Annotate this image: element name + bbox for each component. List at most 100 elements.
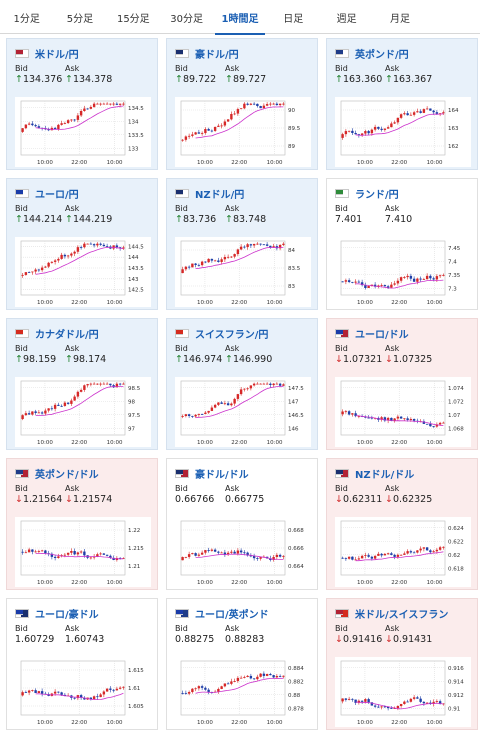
candle-body [246, 675, 249, 677]
currency-card[interactable]: 豪ドル/円 Bid Ask ↑89.722 ↑89.727 90 89.5 89 10:00 22… [166, 38, 318, 170]
candle-body [233, 113, 236, 115]
hourly-candle-chart[interactable]: 0.884 0.882 0.88 0.878 10:00 22:00 10:00 [175, 657, 311, 727]
currency-pair-name[interactable]: 米ドル/スイスフラン [355, 609, 449, 621]
currency-card[interactable]: 英ポンド/円 Bid Ask ↑163.360 ↑163.367 164 163 162 10:… [326, 38, 478, 170]
x-tick-label: 10:00 [427, 720, 443, 726]
currency-card[interactable]: ユーロ/英ポンド Bid Ask 0.88275 0.88283 0.884 0.882 0.… [166, 598, 318, 730]
candle-body [31, 271, 34, 273]
currency-pair-name[interactable]: ユーロ/豪ドル [35, 609, 99, 621]
tab-3[interactable]: 30分足 [170, 13, 204, 25]
candle-body [429, 108, 432, 111]
hourly-candle-chart[interactable]: 164 163 162 10:00 22:00 10:00 [335, 97, 471, 167]
candle-body [377, 553, 380, 556]
currency-pair-name[interactable]: ユーロ/ドル [355, 329, 409, 341]
currency-card[interactable]: 米ドル/スイスフラン Bid Ask ↓0.91416 ↓0.91431 0.916 0.9… [326, 598, 478, 730]
hourly-candle-chart[interactable]: 98.5 98 97.5 97 10:00 22:00 10:00 [15, 377, 151, 447]
currency-card[interactable]: スイスフラン/円 Bid Ask ↑146.974 ↑146.990 147.5 147 14… [166, 318, 318, 450]
bid-price: ↑144.214 [15, 214, 63, 225]
hourly-candle-chart[interactable]: 0.916 0.914 0.912 0.91 10:00 22:00 10:00 [335, 657, 471, 727]
candle-body [425, 423, 429, 425]
currency-card[interactable]: 豪ドル/ドル Bid Ask 0.66766 0.66775 0.668 0.666 0.66… [166, 458, 318, 590]
candle-body [370, 417, 374, 419]
candle-body [47, 262, 50, 267]
bid-label: Bid [15, 204, 28, 213]
currency-pair-name[interactable]: NZドル/円 [195, 189, 245, 201]
candle-body [236, 677, 240, 682]
hourly-candle-chart[interactable]: 144.5 144 143.5 143 142.5 10:00 22:00 10:00 [15, 237, 151, 307]
candle-body [243, 676, 246, 678]
currency-pair-name[interactable]: スイスフラン/円 [195, 329, 269, 341]
bid-price: ↑146.974 [175, 354, 223, 365]
currency-pair-name[interactable]: ユーロ/英ポンド [195, 609, 269, 621]
candle-body [24, 692, 28, 693]
hourly-candle-chart[interactable]: 1.22 1.215 1.21 10:00 22:00 10:00 [15, 517, 151, 587]
hourly-candle-chart[interactable]: 7.45 7.4 7.35 7.3 10:00 22:00 10:00 [335, 237, 471, 307]
hourly-candle-chart[interactable]: 134.5 134 133.5 133 10:00 22:00 10:00 [15, 97, 151, 167]
candle-body [118, 687, 122, 689]
candle-body [122, 686, 125, 688]
currency-card[interactable]: ユーロ/ドル Bid Ask ↓1.07321 ↓1.07325 1.074 1.072 1.… [326, 318, 478, 450]
y-tick-label: 144.5 [128, 244, 144, 250]
ask-price: ↓1.21574 [65, 494, 113, 505]
bid-value: 144.214 [22, 214, 63, 225]
currency-card[interactable]: カナダドル/円 Bid Ask ↑98.159 ↑98.174 98.5 98 97.5 97 1… [6, 318, 158, 450]
currency-card[interactable]: ユーロ/豪ドル Bid Ask 1.60729 1.60743 1.615 1.61 1.60… [6, 598, 158, 730]
bid-price: ↑134.376 [15, 74, 63, 85]
candle-body [403, 553, 406, 555]
candle-body [256, 676, 259, 680]
currency-card[interactable]: NZドル/ドル Bid Ask ↓0.62311 ↓0.62325 0.624 0.622 0… [326, 458, 478, 590]
tab-1[interactable]: 5分足 [66, 13, 94, 25]
candle-body [37, 126, 41, 128]
candle-body [390, 417, 393, 421]
candle-body [200, 413, 204, 415]
currency-pair-name[interactable]: 豪ドル/ドル [195, 469, 249, 481]
y-tick-label: 1.605 [128, 704, 144, 710]
hourly-candle-chart[interactable]: 0.624 0.622 0.62 0.618 10:00 22:00 10:00 [335, 517, 471, 587]
currency-pair-name[interactable]: 豪ドル/円 [195, 49, 239, 61]
currency-grid: 米ドル/円 Bid Ask ↑134.376 ↑134.378 134.5 134 133.5… [0, 34, 480, 736]
currency-card[interactable]: 英ポンド/ドル Bid Ask ↓1.21564 ↓1.21574 1.22 1.215 1.… [6, 458, 158, 590]
hourly-candle-chart[interactable]: 90 89.5 89 10:00 22:00 10:00 [175, 97, 311, 167]
currency-pair-name[interactable]: NZドル/ドル [355, 469, 415, 481]
currency-pair-name[interactable]: カナダドル/円 [35, 329, 99, 341]
tab-7[interactable]: 月足 [389, 13, 410, 25]
hourly-candle-chart[interactable]: 0.668 0.666 0.664 10:00 22:00 10:00 [175, 517, 311, 587]
candle-body [184, 136, 188, 140]
candle-body [233, 254, 236, 257]
y-tick-label: 143 [128, 277, 139, 283]
currency-pair-name[interactable]: ユーロ/円 [35, 189, 79, 201]
candle-body [265, 104, 269, 106]
currency-pair-name[interactable]: ランド/円 [355, 189, 399, 201]
currency-card[interactable]: ランド/円 Bid Ask 7.401 7.410 7.45 7.4 7.35 7.3 10:00… [326, 178, 478, 310]
candle-body [70, 253, 73, 256]
currency-pair-name[interactable]: 英ポンド/ドル [35, 469, 99, 481]
hourly-candle-chart[interactable]: 84 83.5 83 10:00 22:00 10:00 [175, 237, 311, 307]
x-tick-label: 10:00 [197, 300, 213, 306]
candle-body [393, 554, 396, 557]
currency-pair-name[interactable]: 英ポンド/円 [355, 49, 409, 61]
candle-body [360, 133, 364, 136]
candle-body [256, 243, 259, 245]
hourly-candle-chart[interactable]: 1.074 1.072 1.07 1.068 10:00 22:00 10:00 [335, 377, 471, 447]
y-tick-label: 163 [448, 126, 459, 132]
candle-body [351, 130, 354, 133]
currency-card[interactable]: ユーロ/円 Bid Ask ↑144.214 ↑144.219 144.5 144 143.5… [6, 178, 158, 310]
candle-body [438, 275, 442, 277]
tab-5[interactable]: 日足 [283, 13, 304, 25]
eu-au-flag [15, 608, 29, 618]
x-tick-label: 10:00 [427, 160, 443, 166]
tab-0[interactable]: 1分足 [13, 13, 40, 25]
moving-average-line [35, 105, 124, 130]
hourly-candle-chart[interactable]: 1.615 1.61 1.605 10:00 22:00 10:00 [15, 657, 151, 727]
candle-body [239, 246, 243, 250]
tab-2[interactable]: 15分足 [116, 13, 150, 25]
currency-pair-name[interactable]: 米ドル/円 [35, 49, 79, 61]
candle-body [34, 690, 37, 693]
currency-card[interactable]: 米ドル/円 Bid Ask ↑134.376 ↑134.378 134.5 134 133.5… [6, 38, 158, 170]
candle-body [96, 103, 99, 105]
tab-4[interactable]: 1時間足 [213, 0, 266, 35]
hourly-candle-chart[interactable]: 147.5 147 146.5 146 10:00 22:00 10:00 [175, 377, 311, 447]
tab-6[interactable]: 週足 [336, 13, 357, 25]
moving-average-line [355, 279, 444, 289]
currency-card[interactable]: NZドル/円 Bid Ask ↑83.736 ↑83.748 84 83.5 83 10:00 2… [166, 178, 318, 310]
